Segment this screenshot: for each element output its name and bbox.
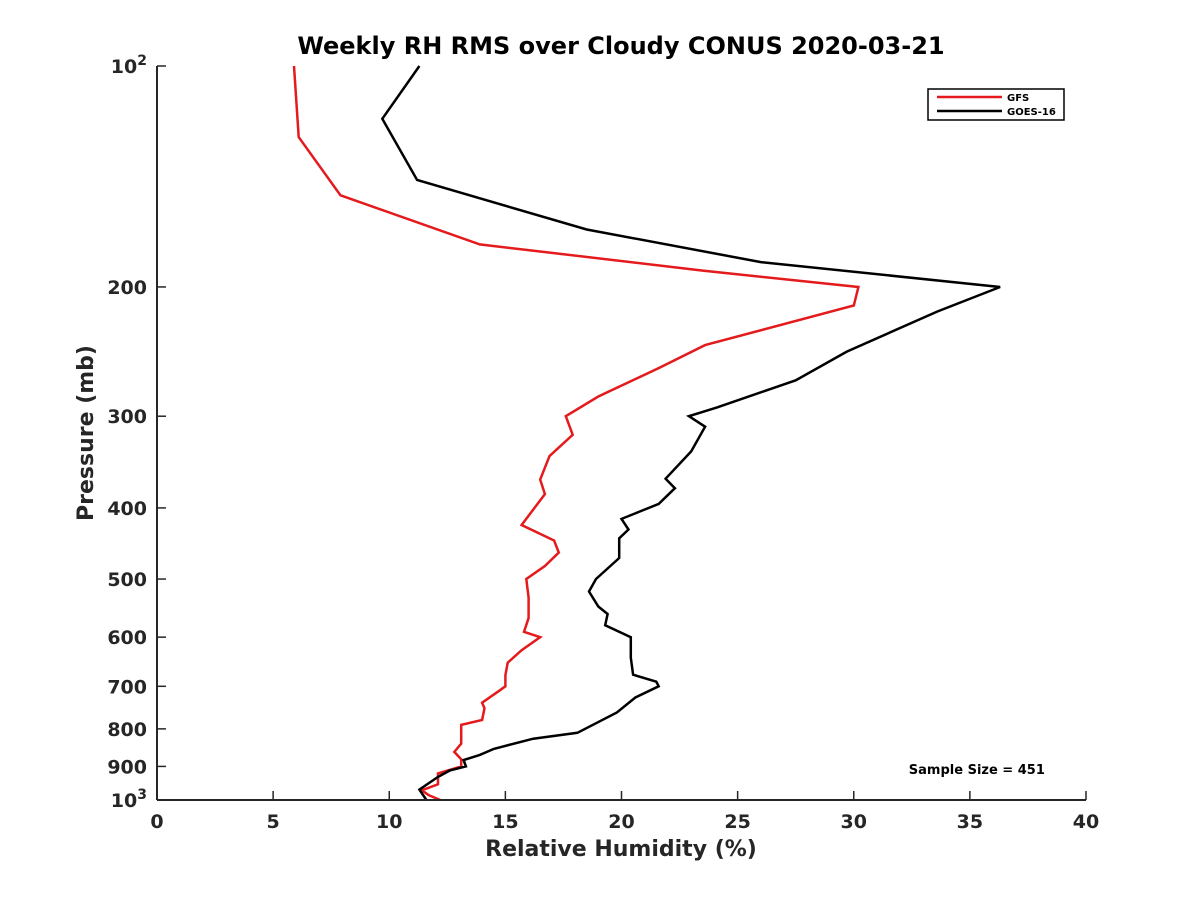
- x-tick-label: 10: [376, 811, 402, 833]
- x-tick-label: 25: [724, 811, 750, 833]
- legend-label-gfs: GFS: [1007, 93, 1029, 104]
- series-line-goes16: [380, 65, 1001, 801]
- y-tick-label: 700: [107, 676, 147, 698]
- x-axis-label: Relative Humidity (%): [485, 837, 757, 862]
- y-tick-label: 103: [111, 787, 147, 812]
- legend: GFS GOES-16: [927, 88, 1065, 121]
- x-tick-label: 35: [957, 811, 983, 833]
- y-axis-label: Pressure (mb): [74, 345, 99, 521]
- x-ticks: 0 5 10 15 20 25 30 35 40: [150, 791, 1099, 833]
- series-line-gfs: [292, 65, 860, 802]
- y-tick-label: 200: [107, 277, 147, 299]
- legend-box: [927, 88, 1065, 121]
- sample-size-annotation: Sample Size = 451: [909, 763, 1045, 778]
- x-tick-label: 15: [492, 811, 518, 833]
- series-layer: [292, 65, 1001, 802]
- x-tick-label: 0: [150, 811, 163, 833]
- chart-title: Weekly RH RMS over Cloudy CONUS 2020-03-…: [297, 32, 944, 60]
- legend-label-goes16: GOES-16: [1007, 107, 1056, 118]
- y-tick-label: 900: [107, 756, 147, 778]
- x-tick-label: 40: [1073, 811, 1099, 833]
- y-ticks: 102 200 300 400 500 600 700 800 900 103: [107, 53, 166, 812]
- x-tick-label: 5: [267, 811, 280, 833]
- y-tick-label: 500: [107, 569, 147, 591]
- y-tick-label: 300: [107, 406, 147, 428]
- x-tick-label: 30: [841, 811, 867, 833]
- y-tick-label: 102: [111, 53, 147, 78]
- x-tick-label: 20: [608, 811, 634, 833]
- y-tick-label: 600: [107, 627, 147, 649]
- y-tick-label: 400: [107, 498, 147, 520]
- y-tick-label: 800: [107, 719, 147, 741]
